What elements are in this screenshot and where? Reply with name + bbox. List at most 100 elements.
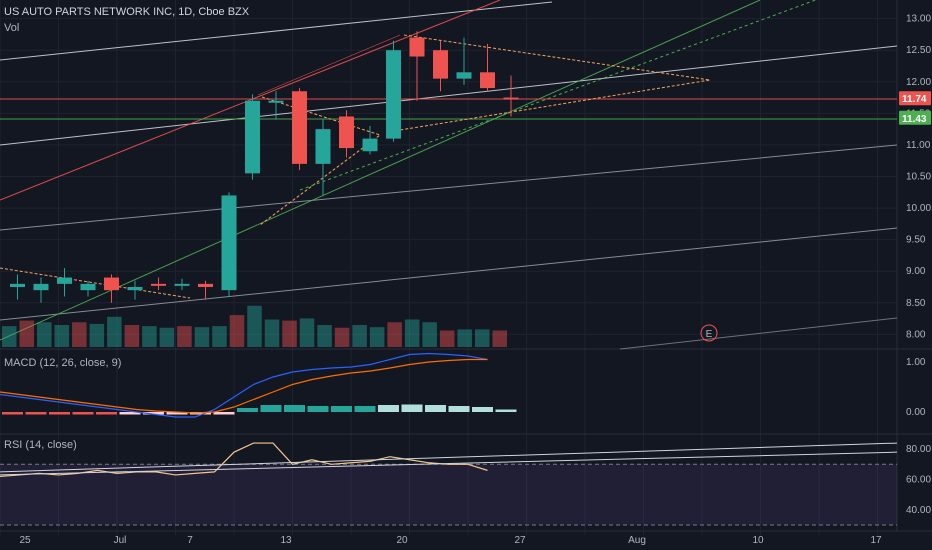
candle-body [104, 277, 119, 291]
rsi-label: RSI (14, close) [4, 439, 77, 451]
price-tick-label: 9.00 [906, 266, 926, 277]
candle-body [10, 283, 25, 288]
macd-macd-line [0, 352, 488, 418]
rsi-tick-label: 80.00 [906, 444, 931, 455]
date-tick-label: Jul [114, 535, 127, 546]
volume-bar [19, 320, 35, 347]
macd-histogram-bar [354, 406, 376, 412]
candle-body [456, 72, 472, 79]
candle-body [433, 50, 448, 79]
macd-histogram-bar [495, 409, 517, 412]
trendlines [0, 0, 898, 350]
trendline [0, 45, 898, 146]
volume-bar [474, 329, 490, 347]
candle-body [57, 277, 72, 284]
date-tick-label: 20 [396, 535, 408, 546]
macd-histogram-bar [378, 405, 399, 412]
volume-bar [457, 329, 472, 347]
trendline [257, 34, 401, 96]
price-tick-label: 11.00 [906, 140, 931, 151]
date-tick-label: 25 [19, 535, 31, 546]
volume-bar [37, 322, 52, 347]
candle-body [80, 283, 96, 291]
volume-label: Vol [4, 22, 20, 34]
macd-histogram-bar [213, 412, 235, 415]
macd-histogram-bar [401, 404, 423, 412]
symbol-title: US AUTO PARTS NETWORK INC, 1D, Cboe BZX [4, 6, 250, 18]
price-tick-label: 12.00 [906, 77, 931, 88]
volume-bar [124, 325, 140, 347]
macd-histogram-bar [166, 412, 188, 415]
price-tick-label: 12.50 [906, 45, 931, 56]
candle-body [245, 100, 260, 174]
volume-bar [264, 319, 280, 347]
last-price-tag: 11.74 [902, 94, 927, 105]
macd-histogram-bar [96, 412, 117, 415]
volume-bar [2, 326, 17, 347]
date-tick-label: 10 [752, 535, 764, 546]
candle-body [33, 283, 49, 291]
candle-body [221, 195, 237, 291]
macd-signal-line [0, 358, 488, 414]
last-price-tag-bg [899, 91, 931, 106]
volume-bar [89, 323, 105, 347]
volume-bar [247, 305, 262, 347]
volume-bar [54, 325, 70, 347]
rsi-tick-label: 40.00 [906, 505, 931, 516]
macd-histogram-bar [284, 405, 305, 412]
volume-bar [422, 322, 437, 347]
volume-bar [159, 327, 175, 347]
volume-bar [387, 322, 402, 347]
candle-body [151, 283, 166, 286]
date-tick-label: 13 [280, 535, 292, 546]
macd-histogram-bar [49, 412, 70, 415]
price-tick-label: 8.00 [906, 329, 926, 340]
volume-bar [369, 327, 385, 347]
macd-label: MACD (12, 26, close, 9) [4, 357, 122, 369]
support-price-tag-bg [899, 110, 931, 125]
macd-tick-label: 0.00 [906, 407, 926, 418]
date-tick-label: 7 [187, 535, 193, 546]
candle-body [315, 129, 331, 164]
candle-body [127, 287, 143, 291]
volume-bar [317, 325, 332, 347]
trendline [0, 1, 553, 61]
date-tick-label: 17 [870, 535, 882, 546]
macd-histogram-bar [331, 406, 352, 412]
candle-body [198, 283, 213, 288]
candle-body [362, 138, 378, 152]
macd-histogram-bar [472, 407, 493, 412]
volume-bar [334, 327, 350, 347]
date-tick-label: Aug [628, 535, 646, 546]
volume-bar [492, 330, 507, 347]
macd-histogram-bar [425, 405, 446, 412]
price-tick-label: 13.00 [906, 14, 931, 25]
date-tick-label: 27 [514, 535, 526, 546]
earnings-marker [700, 324, 718, 342]
trendline [0, 227, 898, 321]
macd-histogram-bar [448, 406, 470, 412]
macd-histogram-bar [307, 406, 329, 412]
candle-body [480, 72, 495, 89]
volume-bar [229, 315, 245, 347]
volume-bar [194, 327, 210, 347]
volume-bar [72, 322, 87, 347]
macd-tick-label: 1.00 [906, 357, 926, 368]
volume-bar [212, 326, 227, 347]
trendline [0, 0, 761, 341]
candle-body [339, 116, 354, 149]
price-tick-label: 10.00 [906, 203, 931, 214]
macd-histogram-bar [237, 408, 258, 412]
macd-histogram-bar [260, 405, 282, 412]
trendline [619, 317, 898, 350]
price-tick-label: 9.50 [906, 235, 926, 246]
trendline [299, 0, 818, 191]
price-tick-label: 8.50 [906, 298, 926, 309]
earnings-marker-label: E [706, 329, 713, 340]
volume-bar [299, 318, 315, 347]
macd-histogram-bar [119, 412, 141, 415]
price-tick-label: 10.50 [906, 172, 931, 183]
candle-body [503, 97, 519, 100]
macd-histogram-bar [72, 412, 94, 415]
